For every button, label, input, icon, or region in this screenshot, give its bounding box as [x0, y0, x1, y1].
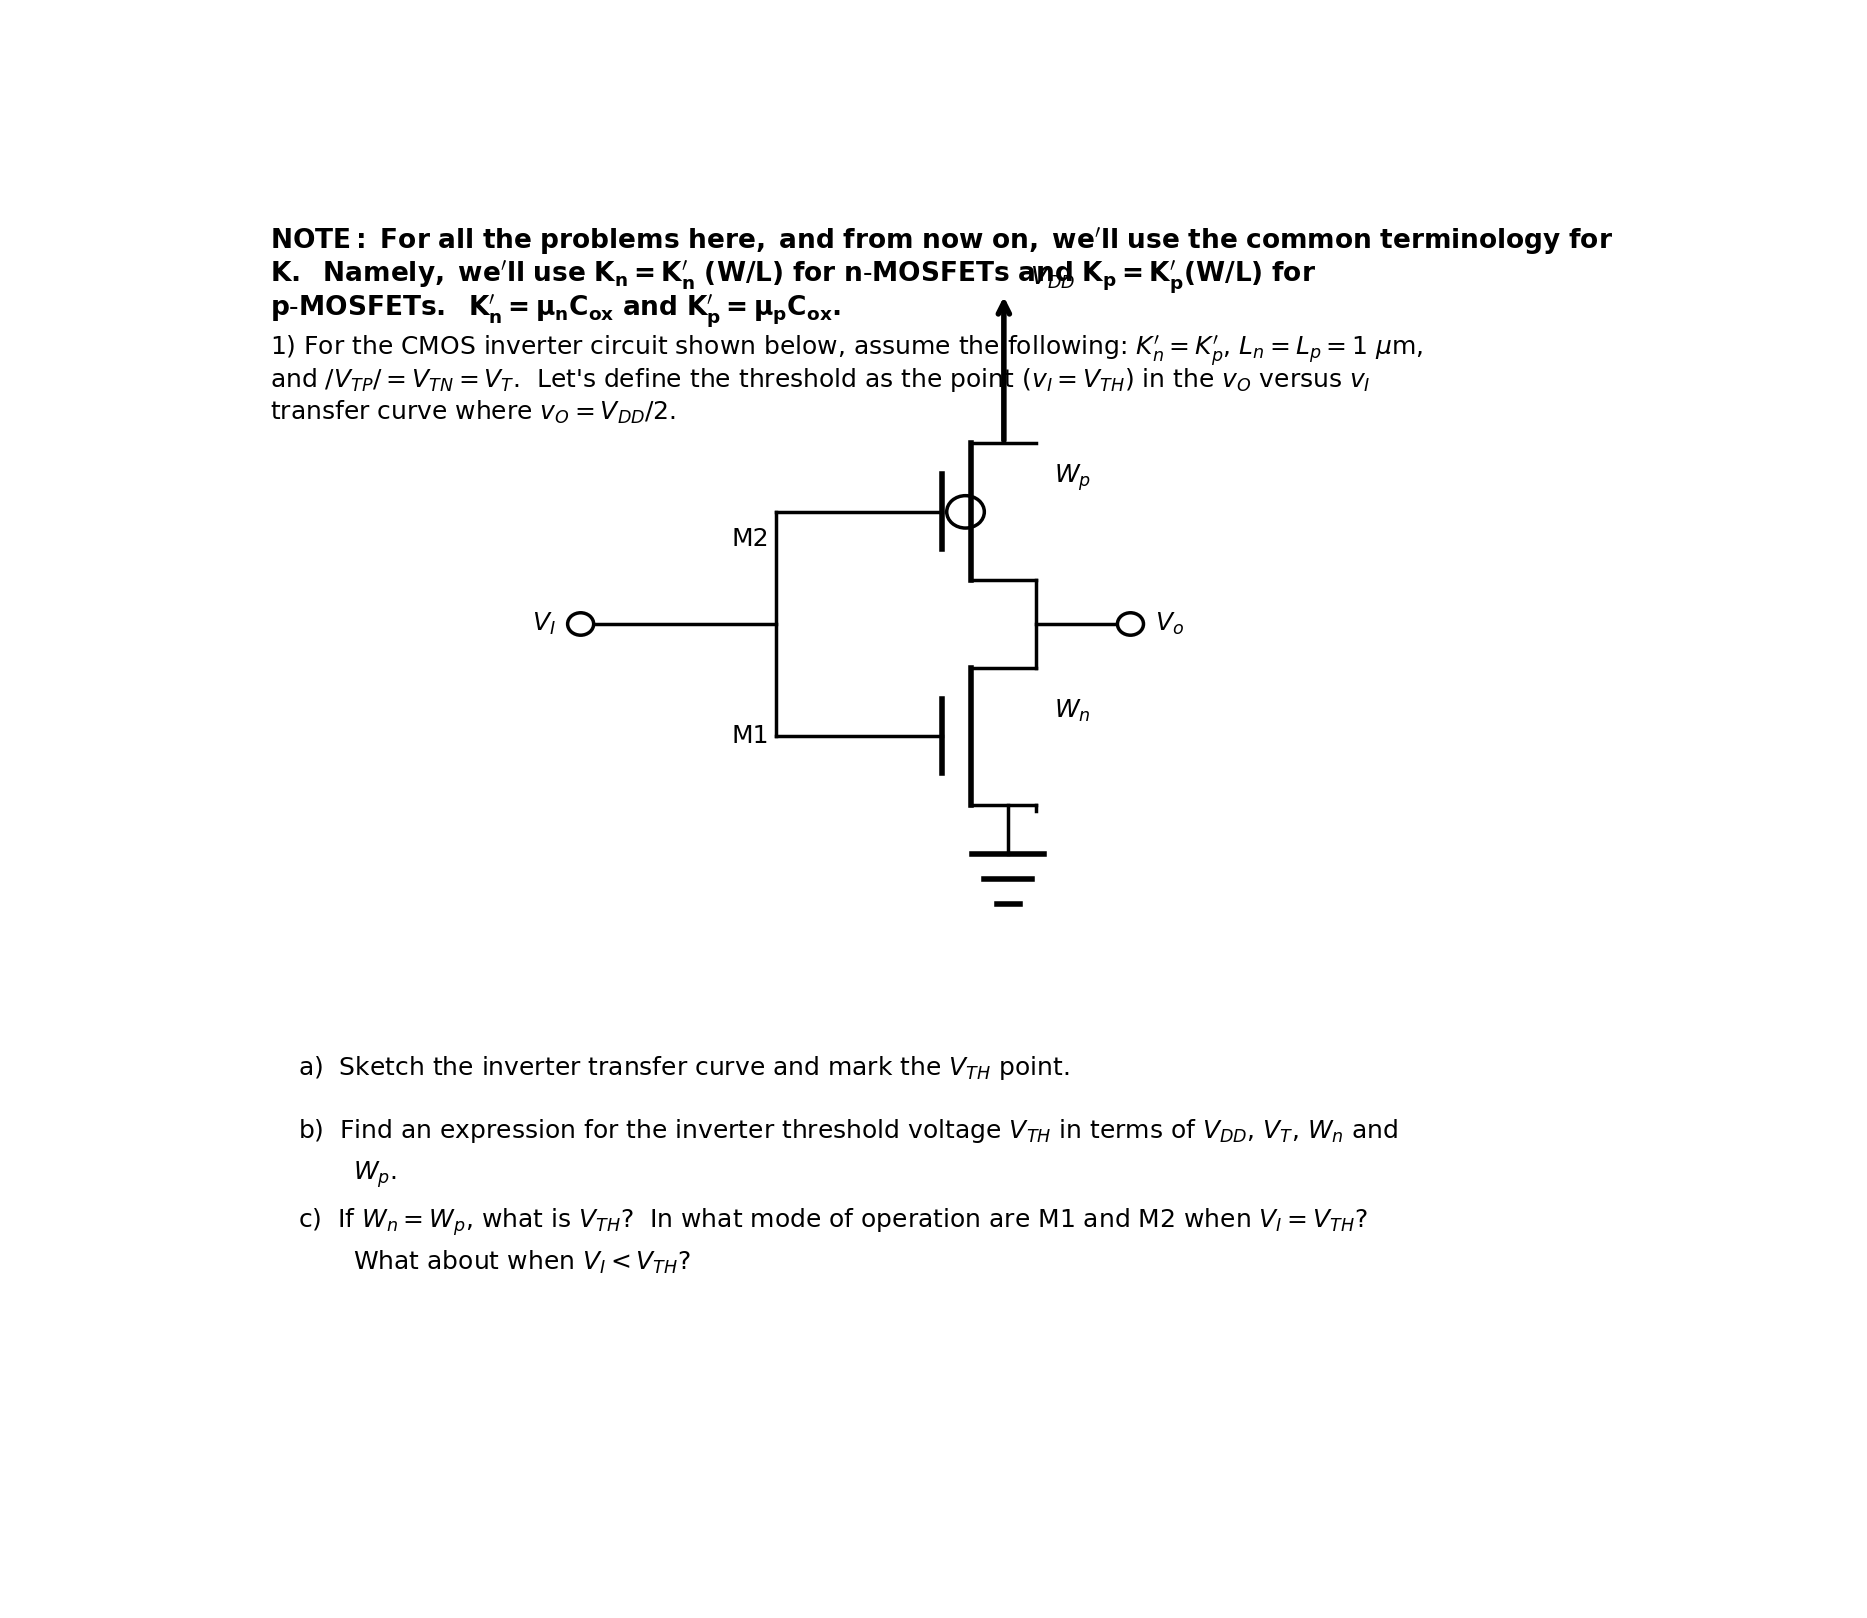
Text: transfer curve where $v_O = V_{DD}/2$.: transfer curve where $v_O = V_{DD}/2$. — [269, 398, 674, 426]
Text: $\mathbf{K.\ \ Namely,\ we'll\ use\ K_n = K_n'\ (W/L)\ for\ n\text{-}MOSFETs\ an: $\mathbf{K.\ \ Namely,\ we'll\ use\ K_n … — [269, 259, 1316, 296]
Text: 1) For the CMOS inverter circuit shown below, assume the following: $K_n' = K_p': 1) For the CMOS inverter circuit shown b… — [269, 333, 1423, 369]
Text: $V_{DD}$: $V_{DD}$ — [1031, 265, 1075, 291]
Text: M1: M1 — [732, 723, 769, 748]
Text: $W_p$: $W_p$ — [1053, 463, 1090, 493]
Text: $W_p$.: $W_p$. — [353, 1160, 398, 1191]
Text: $V_I$: $V_I$ — [532, 612, 556, 637]
Text: and $/V_{TP}/ = V_{TN} = V_T$.  Let's define the threshold as the point ($v_I = : and $/V_{TP}/ = V_{TN} = V_T$. Let's def… — [269, 366, 1370, 395]
Circle shape — [568, 613, 594, 636]
Text: What about when $V_I < V_{TH}$?: What about when $V_I < V_{TH}$? — [353, 1249, 691, 1277]
Text: c)  If $W_n = W_p$, what is $V_{TH}$?  In what mode of operation are M1 and M2 w: c) If $W_n = W_p$, what is $V_{TH}$? In … — [299, 1207, 1369, 1238]
Text: $V_o$: $V_o$ — [1156, 612, 1184, 637]
Text: b)  Find an expression for the inverter threshold voltage $V_{TH}$ in terms of $: b) Find an expression for the inverter t… — [299, 1118, 1398, 1146]
Text: $\mathbf{p\text{-}MOSFETs.\ \ K_n' = \mu_n C_{ox}\ and\ K_p' =\mu_p C_{ox}.}$: $\mathbf{p\text{-}MOSFETs.\ \ K_n' = \mu… — [269, 293, 840, 330]
Text: M2: M2 — [732, 527, 769, 550]
Text: a)  Sketch the inverter transfer curve and mark the $V_{TH}$ point.: a) Sketch the inverter transfer curve an… — [299, 1053, 1070, 1082]
Text: $\mathbf{NOTE:\ For\ all\ the\ problems\ here,\ and\ from\ now\ on,\ we'll\ use\: $\mathbf{NOTE:\ For\ all\ the\ problems\… — [269, 225, 1613, 257]
Text: $W_n$: $W_n$ — [1053, 697, 1090, 725]
Circle shape — [1118, 613, 1143, 636]
